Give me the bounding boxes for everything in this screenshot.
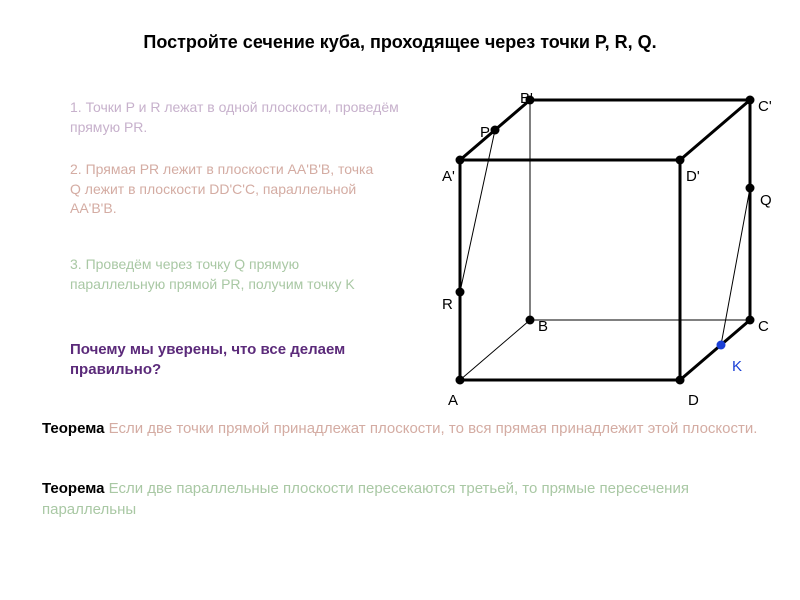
step-1: 1. Точки P и R лежат в одной плоскости, …: [70, 98, 410, 137]
vertex-label: A: [448, 392, 458, 409]
vertex-label: C': [758, 98, 772, 115]
cube-diagram: A D B C A' D' B' C' P R Q K: [420, 80, 780, 410]
vertex-label: R: [442, 296, 453, 313]
vertex-label: A': [442, 168, 455, 185]
theorem-1-text: Если две точки прямой принадлежат плоско…: [104, 420, 757, 437]
step-2: 2. Прямая PR лежит в плоскости AA'B'B, т…: [70, 160, 380, 219]
vertex-label: D': [686, 168, 700, 185]
question-text: Почему мы уверены, что все делаем правил…: [70, 340, 410, 379]
theorem-1: Теорема Если две точки прямой принадлежа…: [42, 418, 762, 439]
vertex-label: P: [480, 124, 490, 141]
theorem-2-label: Теорема: [42, 480, 104, 497]
vertex-label: Q: [760, 192, 772, 209]
vertex-label: B': [520, 90, 533, 107]
theorem-1-label: Теорема: [42, 420, 104, 437]
step-3: 3. Проведём через точку Q прямую паралле…: [70, 255, 380, 294]
theorem-2-text: Если две параллельные плоскости пересека…: [42, 480, 689, 518]
page-title: Постройте сечение куба, проходящее через…: [0, 32, 800, 53]
vertex-label: C: [758, 318, 769, 335]
vertex-label: D: [688, 392, 699, 409]
vertex-label: B: [538, 318, 548, 335]
theorem-2: Теорема Если две параллельные плоскости …: [42, 478, 762, 520]
vertex-label: K: [732, 358, 742, 375]
